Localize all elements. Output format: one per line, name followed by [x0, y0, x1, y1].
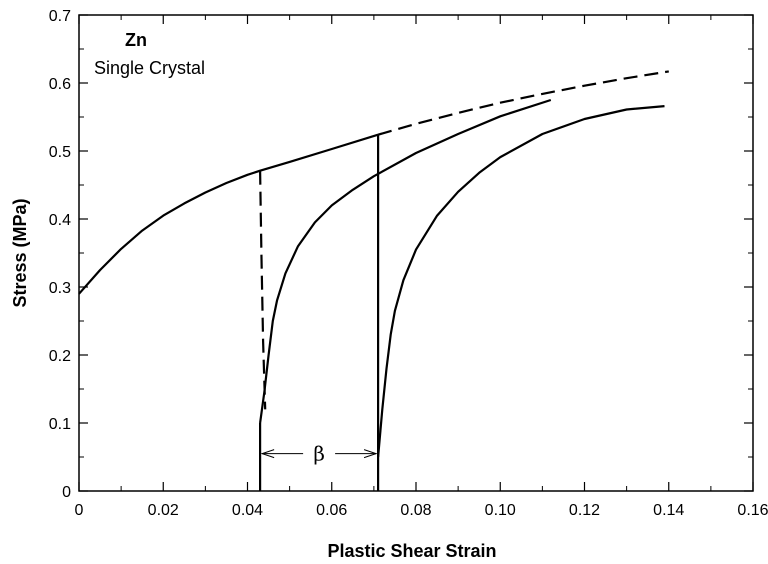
x-tick-label: 0.08: [400, 502, 431, 519]
data-series: [78, 70, 669, 491]
solid-curve-4: [259, 98, 552, 424]
x-tick-label: 0.06: [316, 502, 347, 519]
dashed-curve-1: [377, 70, 669, 136]
x-tick-label: 0.14: [653, 502, 684, 519]
y-tick-label: 0.4: [49, 212, 71, 229]
y-tick-label: 0.7: [49, 8, 71, 25]
x-axis-title: Plastic Shear Strain: [327, 541, 496, 561]
y-tick-label: 0.3: [49, 280, 71, 297]
y-tick-label: 0.5: [49, 144, 71, 161]
y-tick-label: 0.2: [49, 348, 71, 365]
plot-frame: [78, 14, 754, 492]
y-tick-label: 0.6: [49, 76, 71, 93]
annotation-material: Zn: [125, 30, 147, 50]
x-tick-label: 0.16: [737, 502, 768, 519]
dashed-curve-2: [259, 170, 267, 410]
beta-interval-marker: β: [260, 442, 378, 466]
x-tick-label: 0.02: [148, 502, 179, 519]
solid-curve-0: [78, 133, 379, 295]
y-axis-title: Stress (MPa): [10, 198, 30, 307]
beta-arrowhead-right: [363, 449, 378, 459]
y-tick-label: 0: [62, 484, 71, 501]
axis-ticks: [78, 14, 754, 492]
x-tick-label: 0.12: [569, 502, 600, 519]
y-tick-label: 0.1: [49, 416, 71, 433]
beta-arrowhead-left: [260, 449, 275, 459]
annotation-specimen: Single Crystal: [94, 58, 205, 78]
solid-curve-6: [377, 105, 665, 458]
beta-label: β: [313, 442, 325, 466]
x-tick-label: 0.04: [232, 502, 263, 519]
x-tick-label: 0: [75, 502, 84, 519]
x-tick-label: 0.10: [485, 502, 516, 519]
axis-tick-labels: 0 0.02 0.04 0.06 0.08 0.10 0.12 0.14 0.16 0 0.1 0.2…: [49, 8, 768, 519]
